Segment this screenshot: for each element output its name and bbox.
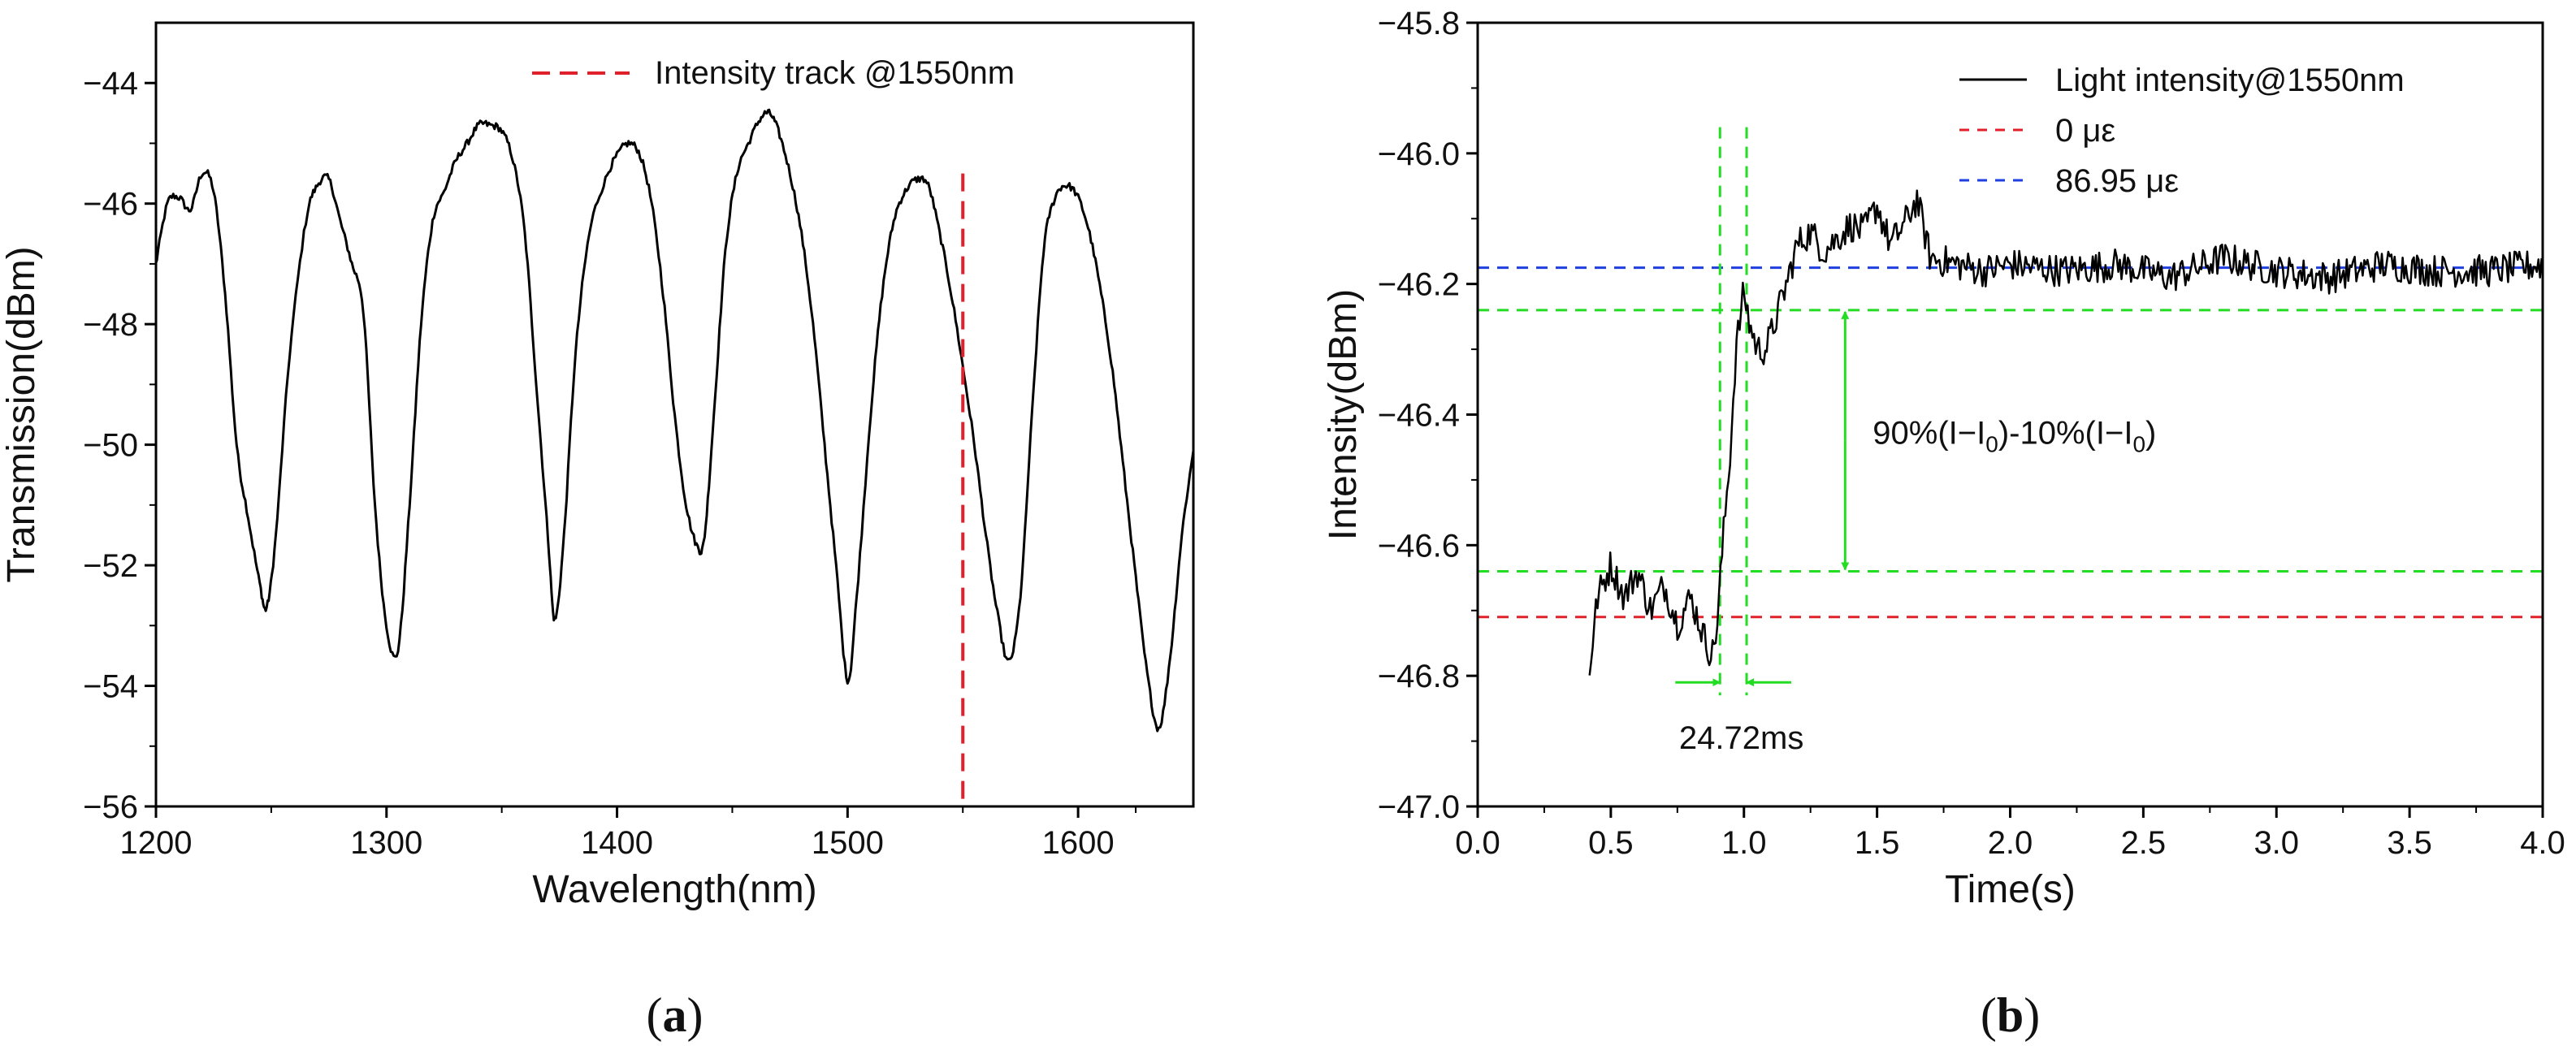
b-y-tick-label--46-2: −46.2 — [1378, 267, 1460, 303]
a-y-tick-label--50: −50 — [83, 428, 138, 464]
b-x-tick-label-0-5: 0.5 — [1588, 825, 1634, 861]
b-y-tick-label--46-4: −46.4 — [1378, 398, 1460, 434]
series-line-light-intensity — [1588, 189, 2543, 676]
panel-b-caption-open: ( — [1981, 988, 1997, 1042]
a-y-tick-label--54: −54 — [83, 669, 138, 705]
legend-label-light-intensity: Light intensity@1550nm — [2055, 63, 2405, 98]
b-y-tick-label--46-8: −46.8 — [1378, 659, 1460, 694]
b-x-tick-label-4: 4.0 — [2520, 825, 2565, 861]
a-x-tick-label-1600: 1600 — [1042, 825, 1115, 861]
b-x-tick-label-3: 3.0 — [2253, 825, 2299, 861]
b-x-tick-label-0: 0.0 — [1455, 825, 1500, 861]
series-line-transmission-spectrum — [154, 108, 1195, 733]
a-y-tick-label--52: −52 — [83, 548, 138, 584]
panel-b: 0.0 0.5 1.0 1.5 2.0 2.5 3.0 3.5 4.0 −47.0−46.8−4… — [1322, 6, 2565, 1042]
b-y-tick-label--46-6: −46.6 — [1378, 528, 1460, 564]
b-y-tick-label--47: −47.0 — [1378, 789, 1460, 825]
amplitude-label-part-3: ) — [2145, 416, 2156, 452]
panel-b-caption-close: ) — [2024, 988, 2040, 1042]
panel-a-caption-letter: a — [663, 988, 687, 1042]
amplitude-label-part-2: )-10%(I−I — [1998, 416, 2133, 452]
panel-b-annotations: 24.72ms 90%(I−I0)-10%(I−I0) — [1679, 416, 2156, 757]
panel-a: 1200 1300 1400 1500 1600 −56−54−52−50−48−46−… — [0, 21, 1195, 1042]
a-x-tick-label-1200: 1200 — [120, 825, 193, 861]
a-y-tick-label--56: −56 — [83, 789, 138, 825]
b-x-tick-label-2-5: 2.5 — [2121, 825, 2167, 861]
a-y-tick-label--46: −46 — [83, 187, 138, 223]
b-x-tick-label-2: 2.0 — [1988, 825, 2033, 861]
amplitude-label-part-1: 90%(I−I — [1872, 416, 1985, 452]
legend-label-0-microstrain: 0 με — [2055, 113, 2115, 149]
panel-b-caption-letter: b — [1997, 988, 2024, 1042]
panel-b-caption: (b) — [1981, 988, 2040, 1042]
amplitude-label-subscript-1: 0 — [1985, 432, 1998, 457]
panel-b-x-axis-title: Time(s) — [1945, 868, 2076, 911]
a-y-tick-label--48: −48 — [83, 307, 138, 343]
panel-a-x-axis-title: Wavelength(nm) — [532, 868, 816, 911]
panel-a-y-axis-title: Transmission(dBm) — [0, 246, 43, 582]
b-x-tick-label-3-5: 3.5 — [2387, 825, 2432, 861]
panel-a-legend: Intensity track @1550nm — [532, 55, 1015, 91]
panel-b-y-axis-title: Intensity(dBm) — [1322, 289, 1365, 540]
panel-a-frame — [154, 21, 1195, 808]
panel-a-plot-area — [154, 108, 1195, 806]
amplitude-range-label: 90%(I−I0)-10%(I−I0) — [1872, 416, 2156, 457]
legend-label-86-95-microstrain: 86.95 με — [2055, 163, 2179, 199]
panel-b-x-ticks: 0.0 0.5 1.0 1.5 2.0 2.5 3.0 3.5 4.0 — [1455, 806, 2565, 861]
amplitude-label-subscript-2: 0 — [2132, 432, 2145, 457]
panel-b-plot-area — [1478, 127, 2543, 696]
b-x-tick-label-1: 1.0 — [1721, 825, 1767, 861]
panel-b-legend: Light intensity@1550nm 0 με 86.95 με — [1959, 63, 2405, 199]
panel-a-caption-close: ) — [687, 988, 704, 1042]
b-x-tick-label-1-5: 1.5 — [1855, 825, 1900, 861]
b-y-tick-label--46: −46.0 — [1378, 136, 1460, 172]
panel-a-caption: (a) — [647, 988, 704, 1042]
a-x-tick-label-1300: 1300 — [350, 825, 422, 861]
panel-b-y-ticks: −47.0 −46.8 −46.6 −46.4 −46.2 −46.0 −45.8 — [1378, 6, 1478, 825]
panel-a-x-ticks: 1200 1300 1400 1500 1600 — [120, 806, 1137, 861]
panel-a-y-ticks: −56 −54 −52 −50 −48 −46 −44 — [83, 66, 156, 825]
rise-time-label: 24.72ms — [1679, 720, 1803, 756]
b-y-tick-label--45-8: −45.8 — [1378, 6, 1460, 41]
a-x-tick-label-1500: 1500 — [812, 825, 884, 861]
panel-a-caption-open: ( — [647, 988, 663, 1042]
a-y-tick-label--44: −44 — [83, 66, 138, 102]
panel-b-frame — [1476, 21, 2544, 808]
a-x-tick-label-1400: 1400 — [581, 825, 653, 861]
legend-label-intensity-track: Intensity track @1550nm — [655, 55, 1015, 91]
